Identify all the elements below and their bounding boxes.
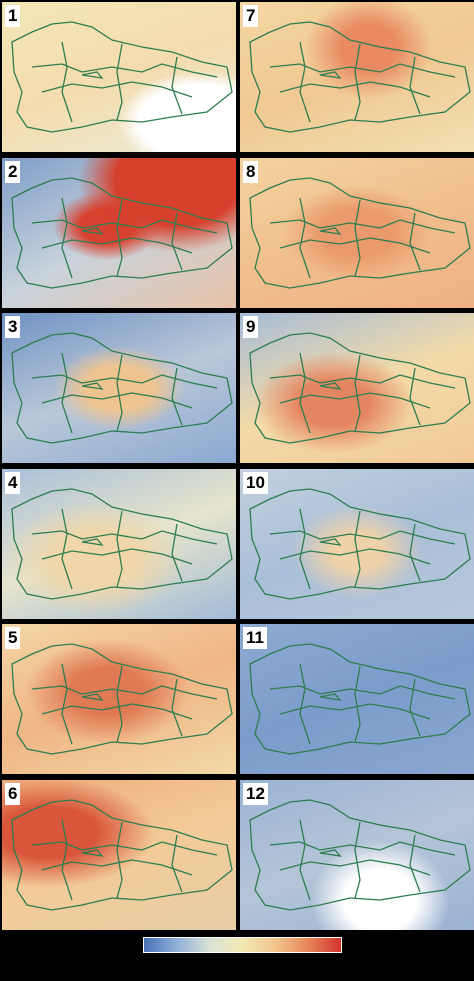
map-panel: 7 (240, 2, 474, 152)
panel-label: 3 (5, 316, 21, 338)
boundary (11, 487, 233, 600)
boundary (11, 332, 233, 444)
map-panel: 8 (240, 157, 474, 308)
boundary (11, 798, 233, 911)
map-panel: 2 (2, 157, 236, 308)
region-outline (249, 798, 471, 911)
map-panel: 11 (240, 624, 474, 774)
map-panel: 10 (240, 468, 474, 619)
panel-label: 1 (5, 5, 21, 27)
panel-label: 8 (243, 160, 259, 183)
boundary (249, 487, 471, 600)
map-panel: 12 (240, 779, 474, 930)
panel-label: 11 (243, 627, 267, 649)
region-outline (249, 332, 471, 444)
boundary (249, 176, 471, 289)
panel-label: 6 (5, 782, 21, 805)
map-panel: 5 (2, 624, 236, 774)
map-panel: 6 (2, 779, 236, 930)
boundary (11, 176, 233, 289)
boundary (11, 643, 233, 755)
boundary (249, 798, 471, 911)
region-outline (249, 643, 471, 755)
region-outline (11, 798, 233, 911)
map-panel: 4 (2, 468, 236, 619)
region-outline (11, 176, 233, 289)
boundary (249, 332, 471, 444)
panel-label: 7 (243, 5, 259, 27)
boundary (249, 21, 471, 133)
region-outline (11, 643, 233, 755)
region-outline (11, 332, 233, 444)
region-outline (249, 176, 471, 289)
boundary (249, 643, 471, 755)
panel-label: 9 (243, 316, 259, 338)
boundary (11, 21, 233, 133)
region-outline (11, 21, 233, 133)
region-outline (249, 21, 471, 133)
panel-label: 4 (5, 471, 21, 494)
colorbar (143, 937, 342, 953)
panel-label: 12 (243, 782, 268, 805)
panel-label: 2 (5, 160, 21, 183)
panel-label: 10 (243, 471, 268, 494)
region-outline (11, 487, 233, 600)
map-panel: 1 (2, 2, 236, 152)
map-panel: 3 (2, 313, 236, 463)
map-panel: 9 (240, 313, 474, 463)
panel-label: 5 (5, 627, 21, 649)
region-outline (249, 487, 471, 600)
